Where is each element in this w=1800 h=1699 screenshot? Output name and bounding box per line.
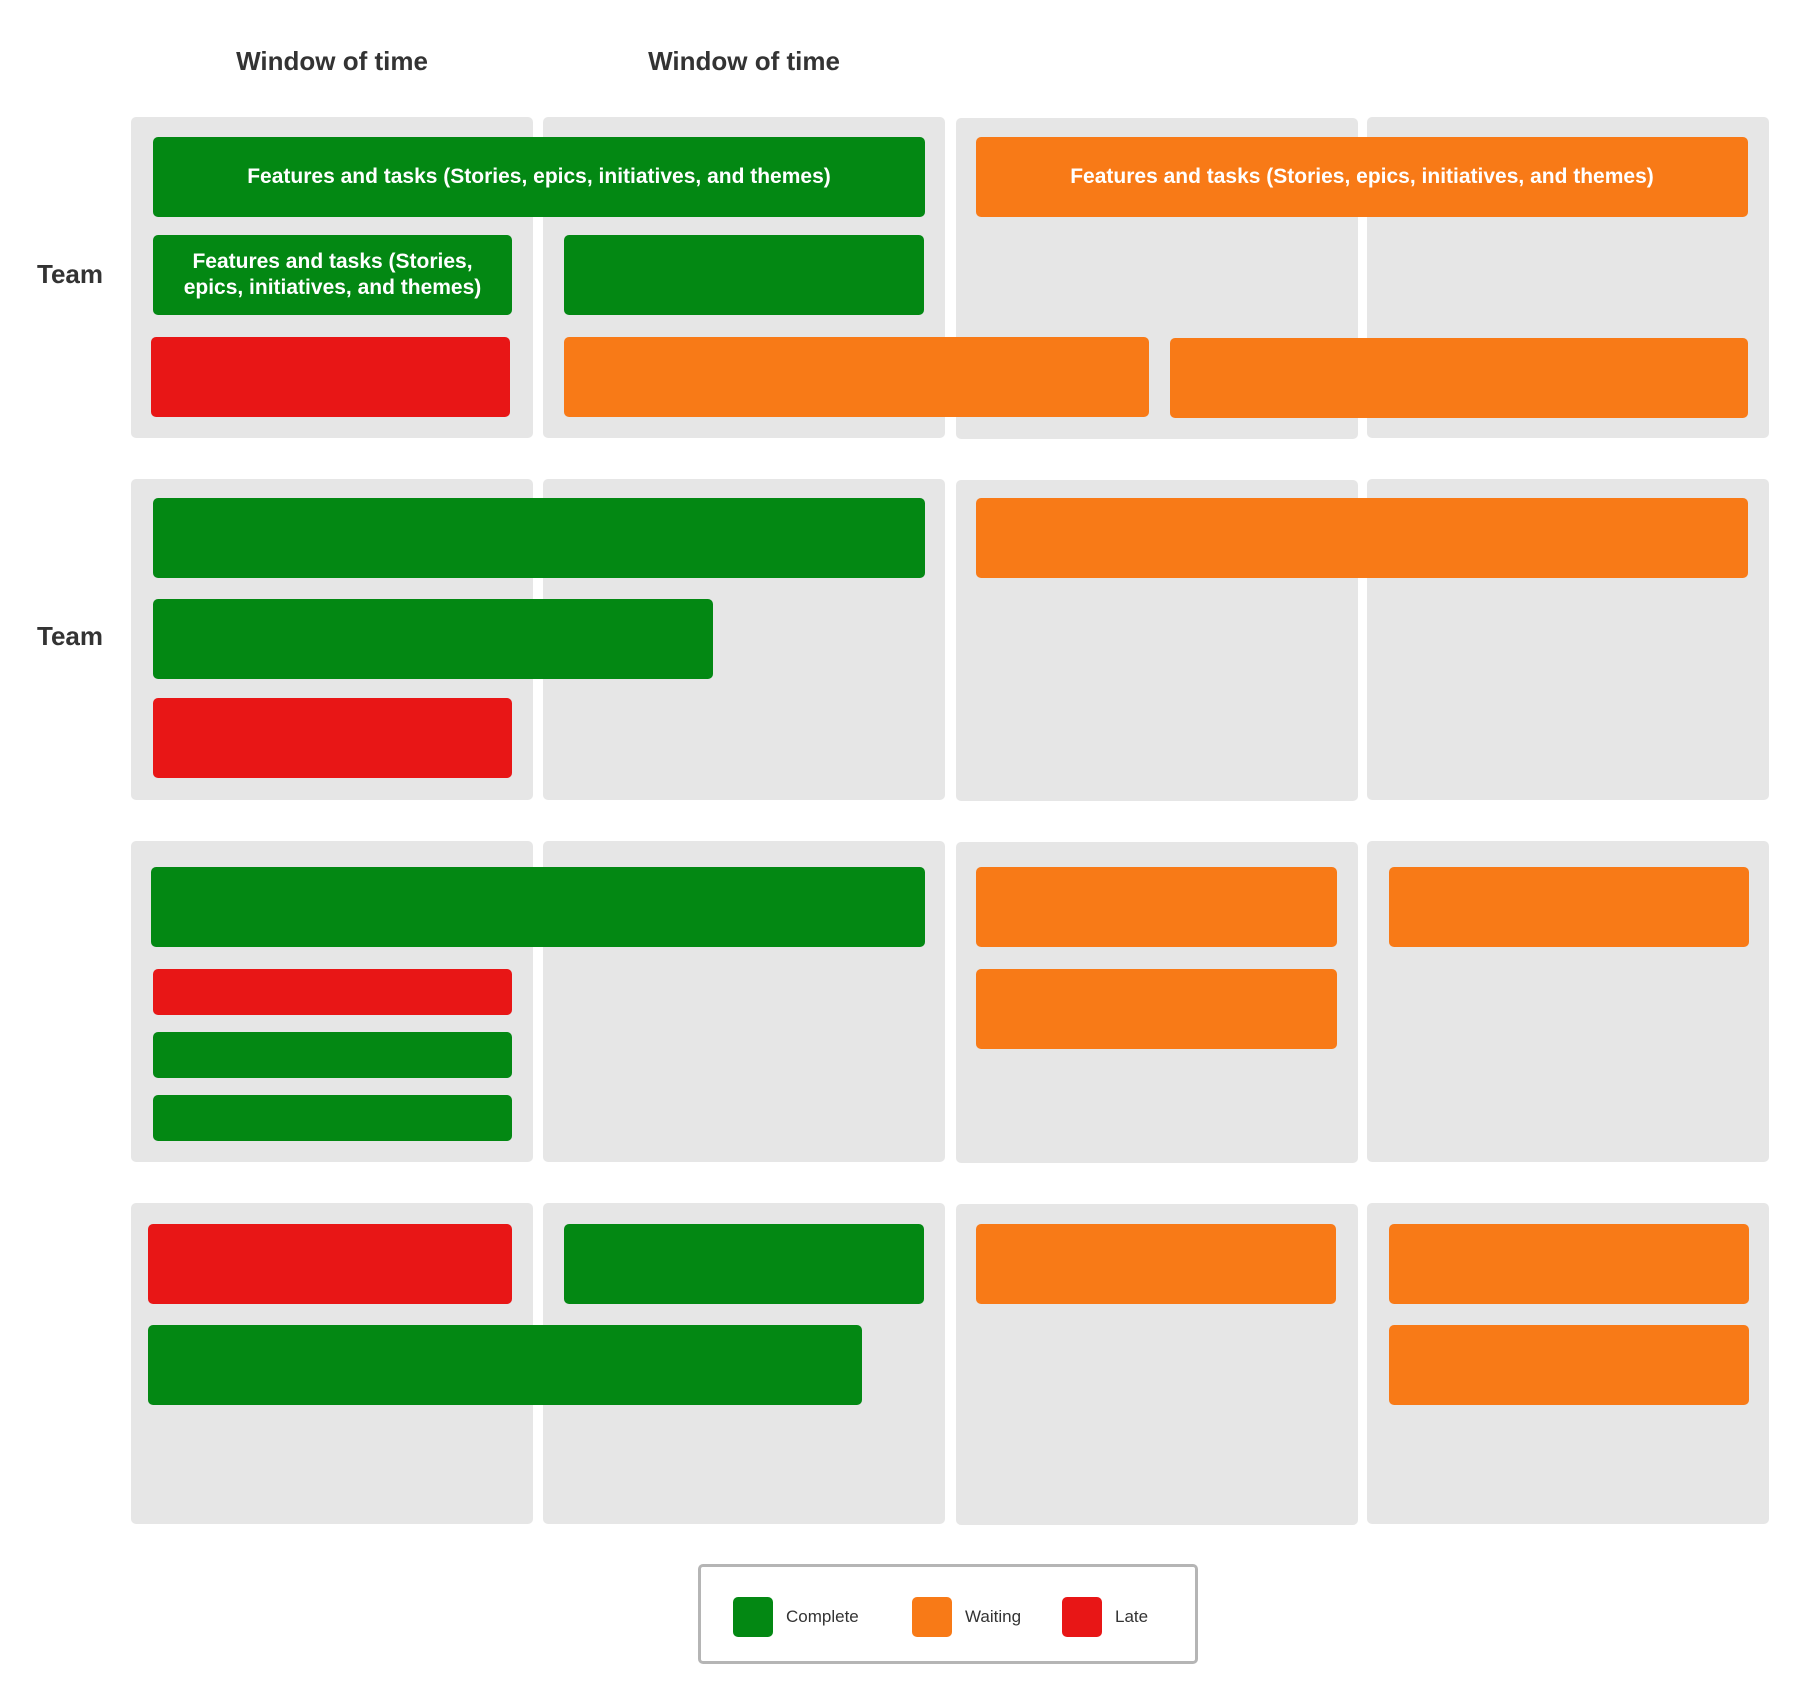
task-bar-waiting [976, 1224, 1336, 1304]
task-bar-complete [153, 1032, 512, 1078]
task-bar-complete [153, 498, 925, 578]
task-bar-late [148, 1224, 512, 1304]
task-bar-waiting [1389, 867, 1749, 947]
legend: Complete Waiting Late [698, 1564, 1198, 1664]
legend-label-complete: Complete [786, 1607, 859, 1626]
legend-item-complete: Complete [733, 1597, 859, 1637]
task-bar-waiting [976, 498, 1748, 578]
task-bar-complete: Features and tasks (Stories, epics, init… [153, 235, 512, 315]
legend-label-waiting: Waiting [965, 1607, 1022, 1626]
column-header-window-1: Window of time [236, 46, 428, 76]
task-bar-complete [153, 1095, 512, 1141]
task-bar-complete [151, 867, 925, 947]
task-bar-late [153, 698, 512, 778]
row-label-team-2: Team [37, 621, 103, 651]
legend-item-late: Late [1062, 1597, 1148, 1637]
task-bar-waiting [1170, 338, 1748, 418]
task-bar-waiting [564, 337, 1149, 417]
task-bar-complete [148, 1325, 862, 1405]
task-bar-complete [564, 235, 924, 315]
task-bar-late [151, 337, 510, 417]
legend-swatch-late [1062, 1597, 1102, 1637]
task-bar-complete: Features and tasks (Stories, epics, init… [153, 137, 925, 217]
legend-swatch-complete [733, 1597, 773, 1637]
column-header-window-2: Window of time [648, 46, 840, 76]
task-bar-waiting [1389, 1224, 1749, 1304]
task-bar-waiting: Features and tasks (Stories, epics, init… [976, 137, 1748, 217]
legend-swatch-waiting [912, 1597, 952, 1637]
task-bar-complete [564, 1224, 924, 1304]
task-bar-waiting [976, 867, 1337, 947]
task-bar-late [153, 969, 512, 1015]
row-label-team-1: Team [37, 259, 103, 289]
legend-label-late: Late [1115, 1607, 1149, 1626]
task-bar-waiting [976, 969, 1337, 1049]
task-bar-complete [153, 599, 713, 679]
task-bar-waiting [1389, 1325, 1749, 1405]
legend-item-waiting: Waiting [912, 1597, 1021, 1637]
